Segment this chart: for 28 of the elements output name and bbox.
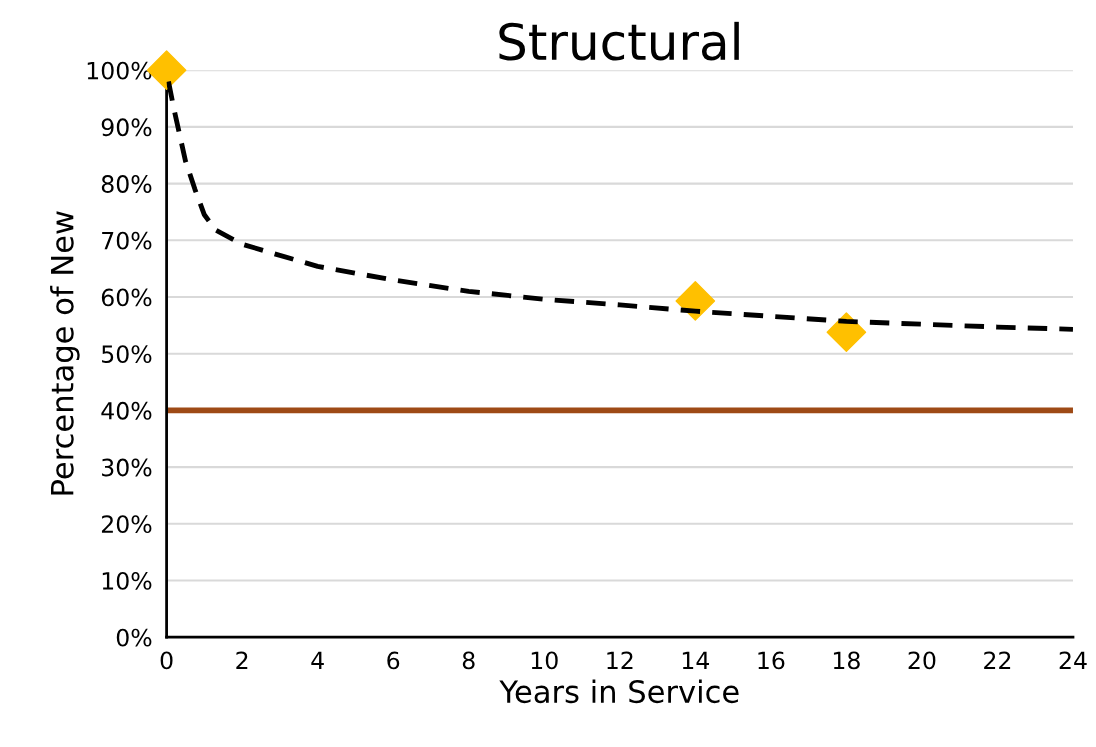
x-axis-title: Years in Service [499, 679, 739, 704]
x-tick-label: 10 [531, 651, 558, 670]
chart-title: Structural [499, 21, 739, 61]
x-tick-label: 4 [311, 651, 324, 670]
y-axis-title: Percentage of New [50, 211, 80, 495]
point [675, 281, 716, 321]
y-tick-label: 40% [101, 401, 152, 420]
x-tick-label: 24 [1059, 651, 1087, 670]
x-tick-label: 2 [236, 651, 248, 670]
y-tick-label: 10% [102, 571, 152, 590]
y-tick-label: 90% [101, 118, 152, 137]
x-tick-label: 20 [908, 651, 936, 670]
y-tick-label: 70% [102, 231, 152, 250]
y-tick-label: 20% [101, 515, 152, 534]
y-tick-label: 0% [116, 628, 152, 647]
x-tick-label: 14 [682, 651, 710, 670]
x-tick-label: 8 [462, 651, 475, 670]
y-tick-label: 30% [102, 458, 152, 477]
x-tick-label: 18 [833, 651, 860, 670]
x-tick-label: 16 [758, 651, 785, 670]
x-tick-label: 22 [984, 651, 1011, 670]
x-tick-label: 6 [387, 651, 400, 670]
y-tick-label: 60% [101, 288, 152, 307]
y-tick-label: 100% [87, 61, 152, 80]
x-tick-label: 12 [607, 651, 633, 670]
y-tick-label: 50% [102, 345, 152, 364]
x-tick-label: 0 [160, 651, 173, 670]
y-tick-label: 80% [101, 175, 152, 193]
